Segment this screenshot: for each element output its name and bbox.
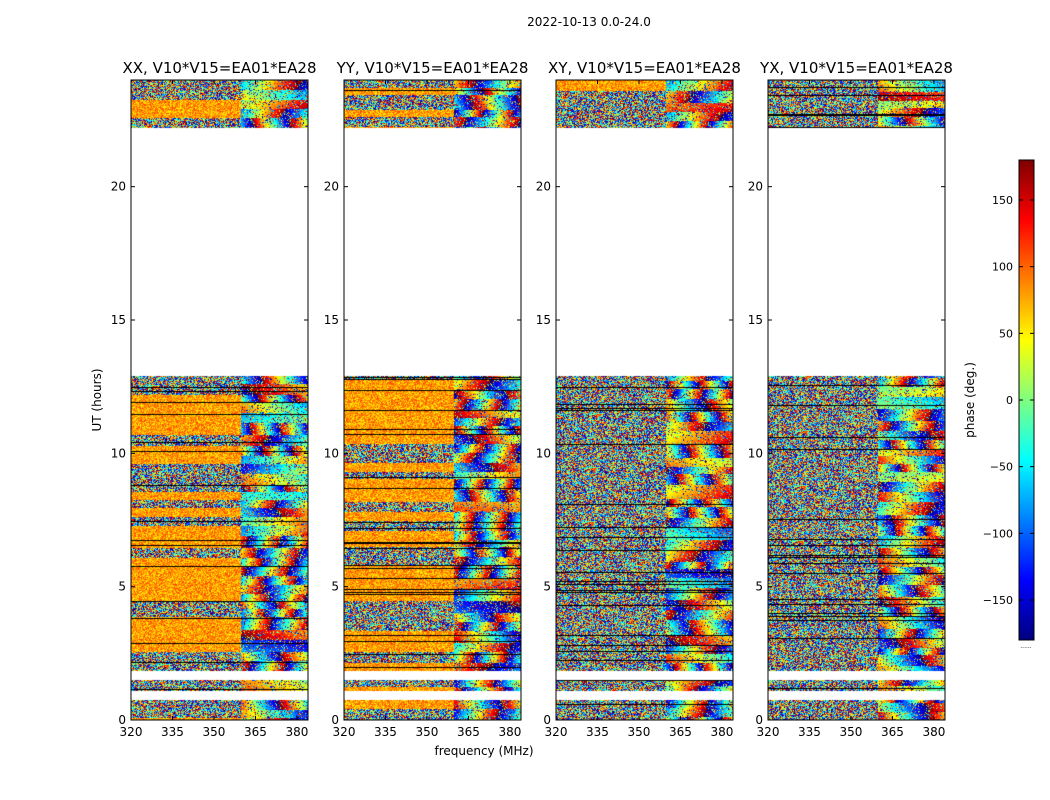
- panel-frame: [343, 79, 522, 721]
- phase-heatmap-xx: [131, 80, 308, 720]
- x-tick-label: 320: [120, 725, 143, 739]
- y-tick-label: 0: [755, 713, 763, 727]
- phase-heatmap-yx: [768, 80, 945, 720]
- x-tick-label: 380: [285, 725, 308, 739]
- panel-title: YY, V10*V15=EA01*EA28: [336, 59, 529, 77]
- y-tick-label: 20: [111, 180, 126, 194]
- x-tick-label: 320: [333, 725, 356, 739]
- x-tick-label: 350: [416, 725, 439, 739]
- y-tick-label: 15: [111, 313, 126, 327]
- figure-title: 2022-10-13 0.0-24.0: [527, 15, 651, 29]
- colorbar-ticks: 150 100 50 0 −50 −100 −150: [983, 194, 1034, 607]
- colorbar-tick-label: 50: [999, 327, 1013, 340]
- x-tick-label: 350: [628, 725, 651, 739]
- colorbar-tick-label: −100: [983, 527, 1013, 540]
- x-tick-label: 335: [798, 725, 821, 739]
- colorbar-footer: ......: [1020, 643, 1032, 650]
- y-tick-label: 20: [324, 180, 339, 194]
- y-tick-label: 15: [536, 313, 551, 327]
- y-tick-label: 20: [748, 180, 763, 194]
- panel-frame: [130, 79, 309, 721]
- y-tick-label: 5: [331, 580, 339, 594]
- colorbar-tick-label: 0: [1006, 394, 1013, 407]
- x-tick-label: 365: [881, 725, 904, 739]
- panel-xy: XY, V10*V15=EA01*EA28 320 335 350 365 380 0 5 10…: [536, 59, 741, 739]
- x-tick-label: 365: [244, 725, 267, 739]
- y-tick-label: 15: [748, 313, 763, 327]
- y-axis-label: UT (hours): [90, 368, 104, 431]
- y-tick-label: 15: [324, 313, 339, 327]
- x-tick-label: 320: [757, 725, 780, 739]
- phase-heatmap-yy: [344, 80, 521, 720]
- y-tick-label: 5: [755, 580, 763, 594]
- x-axis-label: frequency (MHz): [434, 744, 533, 758]
- y-tick-label: 10: [111, 446, 126, 460]
- panel-xx: XX, V10*V15=EA01*EA28 320 335 350 365 380 0 5 10…: [111, 59, 317, 739]
- y-tick-label: 0: [331, 713, 339, 727]
- x-tick-label: 335: [586, 725, 609, 739]
- x-tick-label: 335: [161, 725, 184, 739]
- panel-frame: [767, 79, 946, 721]
- y-tick-label: 0: [543, 713, 551, 727]
- x-tick-label: 365: [669, 725, 692, 739]
- colorbar-tick-label: −50: [990, 461, 1013, 474]
- y-tick-label: 20: [536, 180, 551, 194]
- x-tick-label: 320: [545, 725, 568, 739]
- y-tick-label: 5: [118, 580, 126, 594]
- panels: XX, V10*V15=EA01*EA28 320 335 350 365 380 0 5 10…: [111, 59, 953, 739]
- panel-yx: YX, V10*V15=EA01*EA28 320 335 350 365 380 0 5 10…: [748, 59, 953, 739]
- x-tick-label: 350: [203, 725, 226, 739]
- y-tick-label: 10: [536, 446, 551, 460]
- phase-heatmap-xy: [556, 80, 733, 720]
- panel-frame: [555, 79, 734, 721]
- x-tick-label: 365: [457, 725, 480, 739]
- panel-title: XY, V10*V15=EA01*EA28: [548, 59, 741, 77]
- colorbar-tick-label: 150: [992, 194, 1013, 207]
- x-tick-label: 335: [374, 725, 397, 739]
- x-tick-label: 350: [840, 725, 863, 739]
- panel-title: XX, V10*V15=EA01*EA28: [122, 59, 316, 77]
- y-tick-label: 5: [543, 580, 551, 594]
- colorbar-label: phase (deg.): [963, 362, 977, 438]
- x-tick-label: 380: [922, 725, 945, 739]
- panel-yy: YY, V10*V15=EA01*EA28 320 335 350 365 380 0 5 10…: [324, 59, 529, 739]
- y-tick-label: 10: [748, 446, 763, 460]
- colorbar-tick-label: 100: [992, 261, 1013, 274]
- y-tick-label: 10: [324, 446, 339, 460]
- colorbar: 150 100 50 0 −50 −100 −150 phase (deg.) ......: [963, 159, 1035, 650]
- y-tick-label: 0: [118, 713, 126, 727]
- x-tick-label: 380: [498, 725, 521, 739]
- colorbar-tick-label: −150: [983, 594, 1013, 607]
- x-tick-label: 380: [710, 725, 733, 739]
- panel-title: YX, V10*V15=EA01*EA28: [759, 59, 953, 77]
